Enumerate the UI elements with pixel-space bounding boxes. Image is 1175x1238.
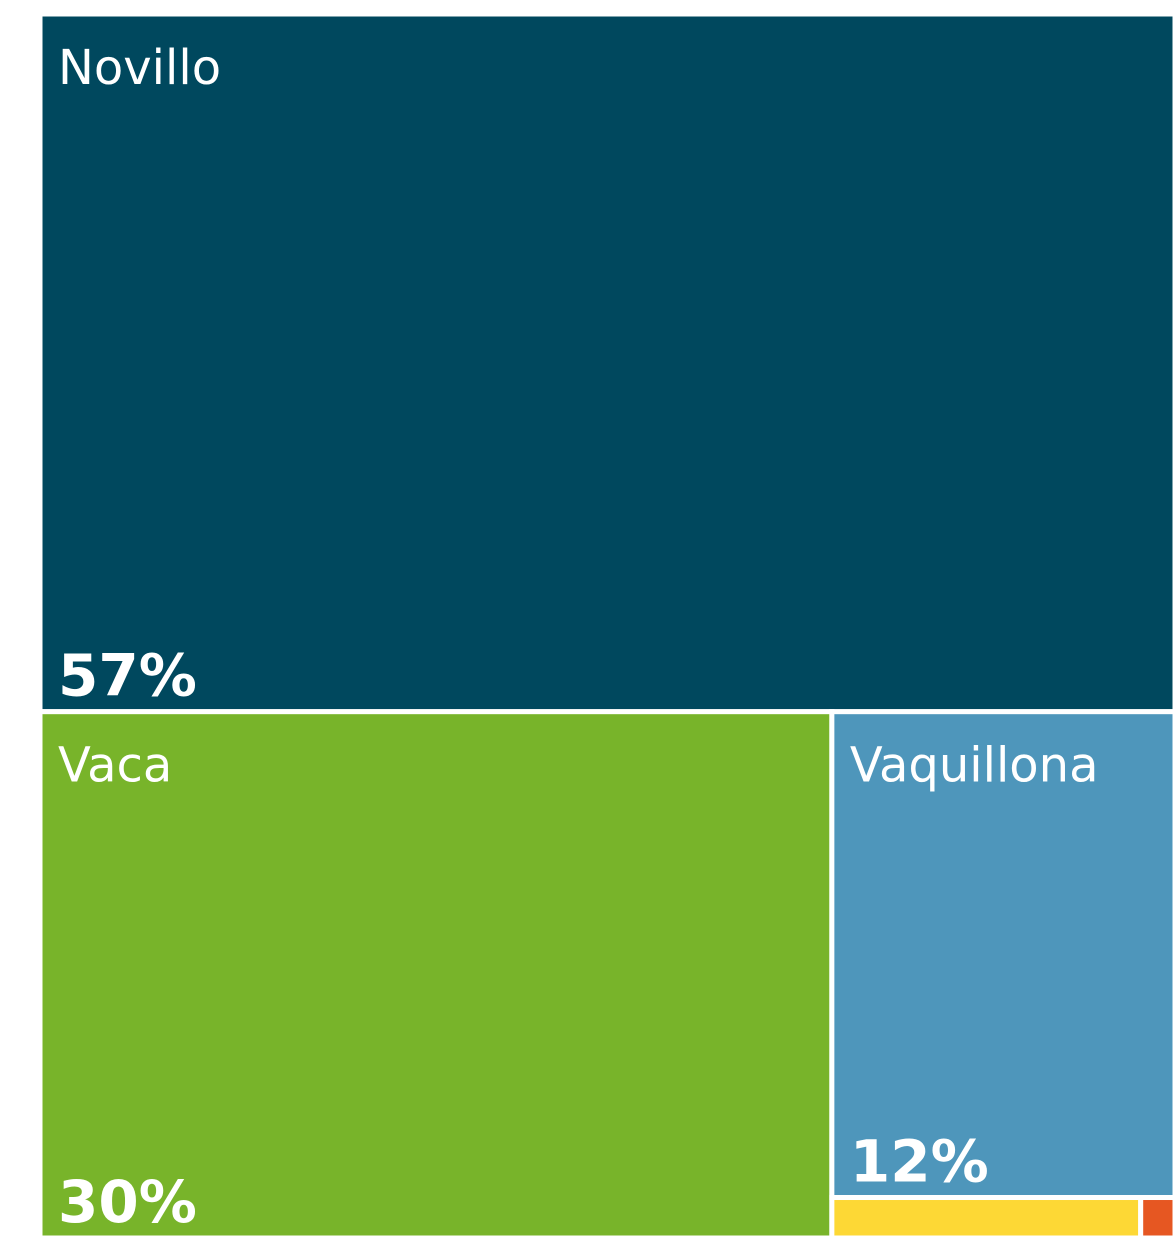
tile-value: 57% [58,642,197,710]
tile-label: Novillo [58,40,221,96]
tile [37,11,1175,715]
tile [829,1195,1144,1238]
tile [37,709,835,1238]
tile [829,709,1175,1201]
tile-value: 30% [58,1168,197,1236]
tile [1138,1195,1175,1238]
tile-label: Vaca [58,738,172,794]
tile-value: 12% [850,1128,989,1196]
tile-label: Vaquillona [850,738,1099,794]
